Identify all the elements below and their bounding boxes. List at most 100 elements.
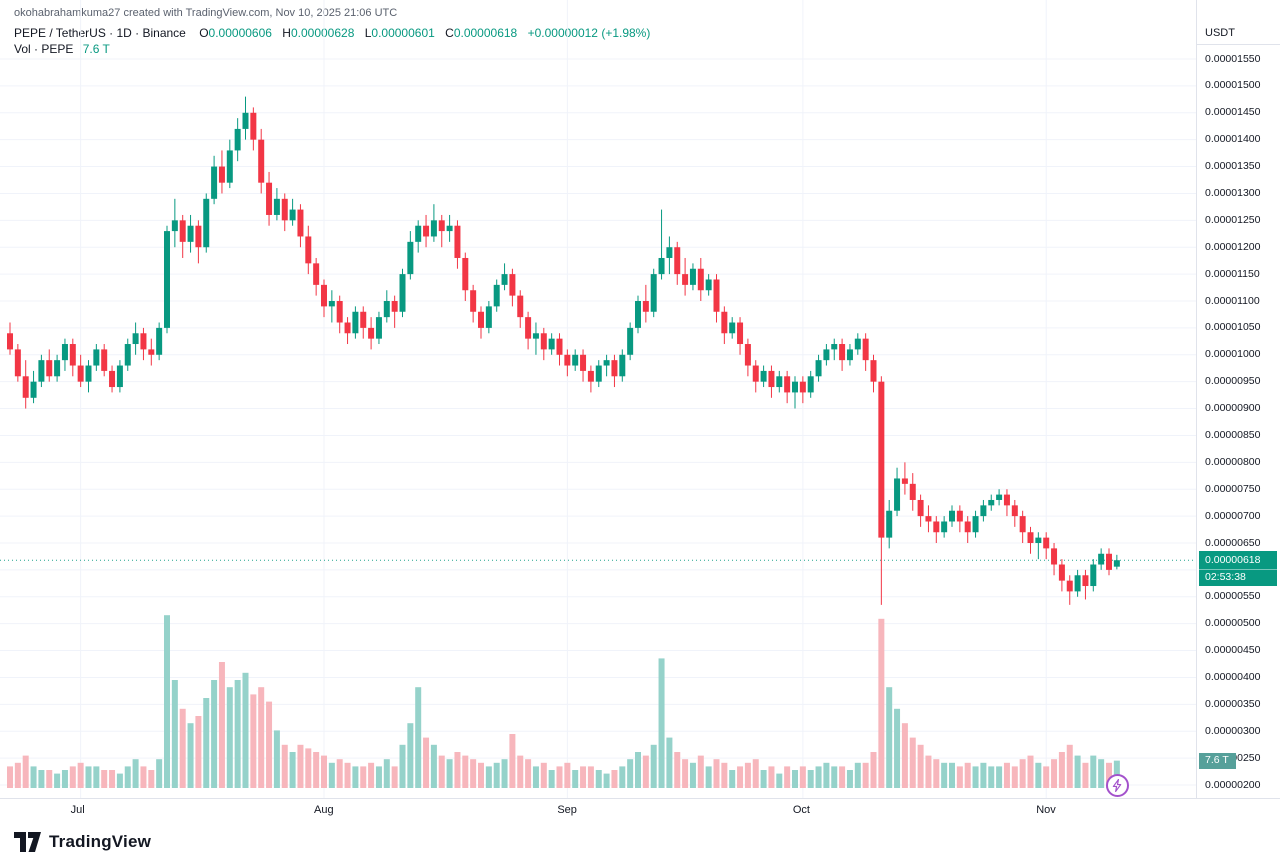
- volume-bar: [399, 744, 406, 788]
- volume-bar: [281, 744, 288, 788]
- volume-bar: [430, 744, 437, 788]
- volume-bar: [619, 766, 626, 788]
- footer-bar: TradingView: [0, 820, 1280, 864]
- candle-body: [438, 220, 445, 232]
- volume-bar: [988, 766, 995, 788]
- candlestick-chart[interactable]: [0, 0, 1196, 798]
- candle-body: [1082, 575, 1089, 587]
- candle-body: [666, 247, 673, 258]
- candle-body: [619, 354, 626, 377]
- volume-bar: [77, 762, 84, 788]
- volume-bar: [666, 737, 673, 788]
- volume-bar: [603, 773, 610, 788]
- axis-currency-label: USDT: [1205, 27, 1235, 39]
- candle-body: [933, 521, 940, 533]
- candle-body: [321, 284, 327, 307]
- volume-bar: [179, 708, 186, 788]
- volume-bar: [886, 687, 893, 788]
- candle-body: [61, 344, 68, 361]
- volume-bar: [956, 766, 963, 788]
- volume-bar: [116, 773, 123, 788]
- volume-bar: [69, 766, 76, 788]
- volume-bar: [776, 773, 783, 788]
- volume-bar: [587, 766, 594, 788]
- price-axis[interactable]: USDT 0.00001550 0.00001500 0.00001450 0.000…: [1197, 0, 1280, 798]
- price-axis-header: USDT: [1197, 0, 1280, 45]
- tradingview-logo-link[interactable]: TradingView: [14, 832, 151, 852]
- volume-bar: [854, 762, 861, 788]
- candle-body: [823, 349, 830, 361]
- candle-body: [368, 327, 375, 339]
- candle-body: [807, 376, 814, 393]
- volume-bar: [242, 672, 249, 788]
- volume-bar: [689, 762, 696, 788]
- candle-body: [407, 241, 414, 275]
- candle-body: [886, 510, 893, 538]
- volume-bar: [101, 770, 108, 788]
- volume-label[interactable]: Vol · PEPE: [14, 42, 74, 56]
- candle-body: [305, 236, 312, 264]
- time-tick-label: Nov: [1036, 804, 1056, 816]
- boost-button[interactable]: [1106, 774, 1129, 797]
- candle-body: [642, 301, 649, 312]
- candle-body: [258, 139, 265, 183]
- volume-value: 7.6 T: [82, 42, 110, 56]
- price-tick-label: 0.00000400: [1205, 670, 1261, 683]
- volume-legend: Vol · PEPE 7.6 T: [14, 42, 110, 56]
- price-tick-label: 0.00001350: [1205, 160, 1261, 173]
- volume-bar: [407, 723, 414, 788]
- candle-body: [218, 166, 225, 183]
- volume-bar: [1003, 762, 1010, 788]
- candle-body: [171, 220, 178, 232]
- candle-body: [46, 360, 53, 377]
- volume-bar: [234, 680, 241, 788]
- candle-body: [454, 225, 461, 258]
- volume-bar: [768, 766, 775, 788]
- candle-body: [1098, 553, 1105, 565]
- price-tick-label: 0.00000750: [1205, 482, 1261, 495]
- price-tick-label: 0.00000800: [1205, 455, 1261, 468]
- candle-body: [674, 247, 681, 275]
- volume-bar: [132, 759, 139, 788]
- axis-separator: [1196, 0, 1197, 820]
- candle-body: [831, 344, 838, 350]
- candle-body: [38, 360, 45, 382]
- volume-bar: [226, 687, 233, 788]
- candle-body: [949, 510, 955, 522]
- volume-bar: [572, 770, 579, 788]
- last-price-badge: 0.00000618: [1199, 551, 1277, 570]
- candle-body: [917, 499, 924, 517]
- candle-body: [682, 274, 689, 285]
- candle-body: [1035, 537, 1042, 544]
- candle-body: [430, 220, 437, 237]
- bar-countdown-badge: 02:53:38: [1199, 569, 1277, 587]
- volume-bar: [831, 766, 838, 788]
- candle-body: [446, 225, 453, 232]
- volume-bar: [391, 766, 398, 788]
- volume-bar: [595, 770, 602, 788]
- volume-bar: [1098, 759, 1105, 788]
- volume-bar: [1082, 762, 1089, 788]
- volume-bar: [470, 759, 477, 788]
- volume-bar: [635, 752, 641, 788]
- price-tick-label: 0.00001300: [1205, 186, 1261, 199]
- open-label: O: [199, 26, 209, 40]
- price-tick-label: 0.00000300: [1205, 724, 1261, 737]
- candle-body: [470, 290, 477, 312]
- candle-body: [140, 333, 147, 350]
- candle-body: [784, 376, 791, 393]
- candle-body: [980, 505, 987, 517]
- volume-bar: [328, 762, 335, 788]
- candle-body: [799, 381, 806, 393]
- time-axis[interactable]: Jul Aug Sep Oct Nov: [0, 798, 1280, 820]
- symbol-title[interactable]: PEPE / TetherUS · 1D · Binance: [14, 26, 186, 40]
- candle-body: [493, 284, 500, 307]
- candle-body: [627, 327, 634, 355]
- volume-bar: [211, 680, 218, 788]
- candle-body: [768, 370, 775, 388]
- candle-body: [1058, 564, 1065, 581]
- volume-bar: [1106, 762, 1112, 788]
- price-tick-label: 0.00000700: [1205, 509, 1261, 522]
- volume-bar: [203, 698, 210, 788]
